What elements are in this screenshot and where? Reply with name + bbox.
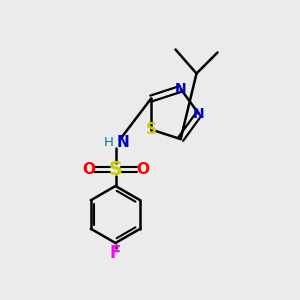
Text: O: O — [82, 162, 95, 177]
Text: N: N — [117, 135, 130, 150]
Text: N: N — [175, 82, 187, 96]
Text: O: O — [136, 162, 149, 177]
Text: S: S — [109, 160, 122, 179]
Text: N: N — [193, 107, 205, 121]
Text: F: F — [110, 244, 121, 262]
Text: S: S — [146, 122, 157, 137]
Text: H: H — [104, 136, 114, 149]
